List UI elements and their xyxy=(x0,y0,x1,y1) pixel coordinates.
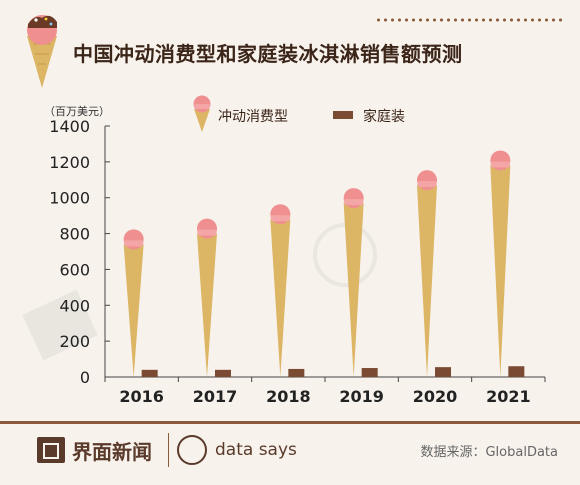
family-bar xyxy=(435,367,451,377)
title-ice-cream-icon xyxy=(27,15,57,88)
jiemian-logo-icon xyxy=(37,437,65,463)
x-ticks: 2016 2017 2018 2019 2020 2021 xyxy=(104,377,546,406)
impulse-bar xyxy=(343,188,364,377)
family-series xyxy=(141,366,525,377)
family-bar xyxy=(361,368,378,377)
x-tick-label: 2016 xyxy=(119,387,164,406)
legend-family-swatch xyxy=(333,111,353,119)
impulse-bar xyxy=(417,170,437,377)
y-tick-label: 600 xyxy=(59,260,90,279)
y-tick-label: 1400 xyxy=(49,117,90,136)
y-ticks: 0 200 400 600 800 1000 1200 1400 xyxy=(49,117,110,387)
y-tick-label: 1000 xyxy=(49,189,90,208)
footer-divider-line xyxy=(0,421,580,424)
impulse-bar xyxy=(270,204,291,377)
footer-separator xyxy=(168,433,169,467)
chart-title: 中国冲动消费型和家庭装冰淇淋销售额预测 xyxy=(73,42,463,66)
family-bar xyxy=(141,369,158,377)
x-tick-label: 2021 xyxy=(486,387,531,406)
footer-datasays: data says xyxy=(215,440,297,460)
legend-impulse-label: 冲动消费型 xyxy=(218,109,288,125)
title-dots xyxy=(375,18,565,22)
family-bar xyxy=(508,366,525,377)
impulse-bar xyxy=(490,150,511,377)
x-tick-label: 2018 xyxy=(266,387,311,406)
datasays-logo-icon xyxy=(177,435,207,465)
legend-family-label: 家庭装 xyxy=(363,109,405,125)
family-bar xyxy=(288,368,305,377)
y-tick-label: 1200 xyxy=(49,153,90,172)
y-tick-label: 800 xyxy=(59,225,90,244)
y-tick-label: 200 xyxy=(59,332,90,351)
legend-impulse-icon xyxy=(193,95,211,132)
impulse-bar xyxy=(123,229,144,377)
family-bar xyxy=(215,369,231,377)
y-axis-unit-label: （百万美元） xyxy=(44,105,110,118)
x-tick-label: 2019 xyxy=(339,387,384,406)
x-tick-label: 2017 xyxy=(193,387,238,406)
x-tick-label: 2020 xyxy=(413,387,458,406)
y-tick-label: 0 xyxy=(80,368,90,387)
impulse-bar xyxy=(197,218,217,377)
footer-brand: 界面新闻 xyxy=(72,440,152,464)
y-tick-label: 400 xyxy=(59,296,90,315)
footer-source: 数据来源：GlobalData xyxy=(420,445,558,460)
impulse-series xyxy=(123,150,511,377)
